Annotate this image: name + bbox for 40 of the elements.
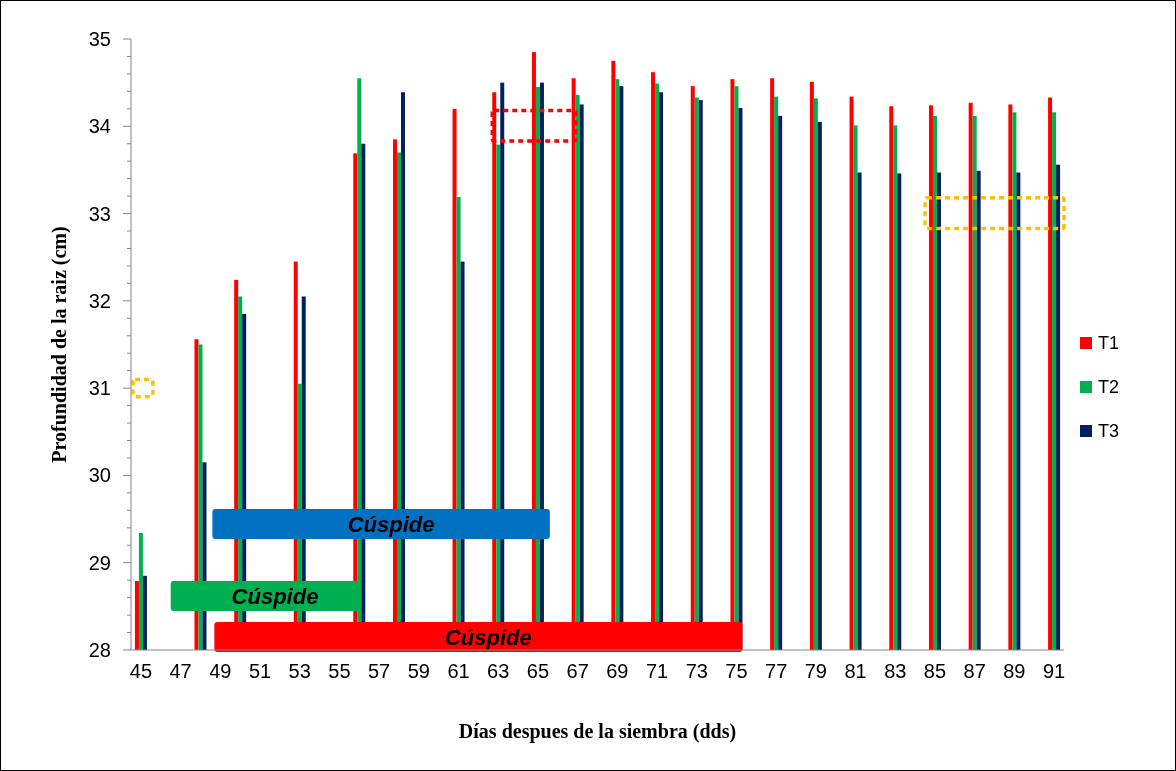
y-tick-label: 28 <box>88 639 111 661</box>
x-tick-label: 63 <box>487 660 510 682</box>
x-tick-label: 61 <box>447 660 470 682</box>
x-tick-label: 69 <box>606 660 629 682</box>
x-tick-label: 81 <box>844 660 867 682</box>
x-tick-label: 55 <box>328 660 351 682</box>
x-tick-label: 77 <box>765 660 788 682</box>
legend-label: T3 <box>1098 421 1120 441</box>
x-tick-label: 79 <box>804 660 827 682</box>
y-tick-label: 31 <box>88 377 111 400</box>
legend-label: T1 <box>1098 333 1120 353</box>
x-tick-label: 73 <box>685 660 708 682</box>
x-tick-label: 65 <box>526 660 550 682</box>
legend-label: T2 <box>1098 377 1120 397</box>
x-axis-title: Días despues de la siembra (dds) <box>458 720 737 743</box>
y-tick-label: 34 <box>88 115 111 138</box>
y-tick-label: 29 <box>88 551 111 574</box>
annotation: Cúspide <box>231 584 319 609</box>
x-tick-label: 71 <box>645 660 669 682</box>
x-tick-label: 51 <box>248 660 272 682</box>
x-tick-label: 53 <box>288 660 311 682</box>
x-tick-label: 83 <box>884 660 907 682</box>
x-tick-label: 85 <box>923 660 947 682</box>
annotation: Cúspide <box>347 512 435 537</box>
y-tick-label: 32 <box>88 289 111 312</box>
x-tick-label: 49 <box>209 660 232 682</box>
x-tick-label: 57 <box>368 660 391 682</box>
y-tick-label: 35 <box>88 28 111 50</box>
x-tick-label: 47 <box>169 660 192 682</box>
x-tick-label: 89 <box>1003 660 1026 682</box>
x-tick-label: 67 <box>566 660 589 682</box>
annotation: Cúspide <box>445 625 532 650</box>
x-tick-label: 45 <box>129 660 153 682</box>
x-tick-label: 87 <box>963 660 986 682</box>
y-tick-label: 33 <box>88 202 111 225</box>
x-tick-label: 59 <box>407 660 430 682</box>
x-tick-label: 75 <box>725 660 748 682</box>
y-tick-label: 30 <box>88 464 111 487</box>
x-tick-label: 91 <box>1042 660 1066 682</box>
y-axis-title: Profundidad de la raiz (cm) <box>48 226 71 463</box>
